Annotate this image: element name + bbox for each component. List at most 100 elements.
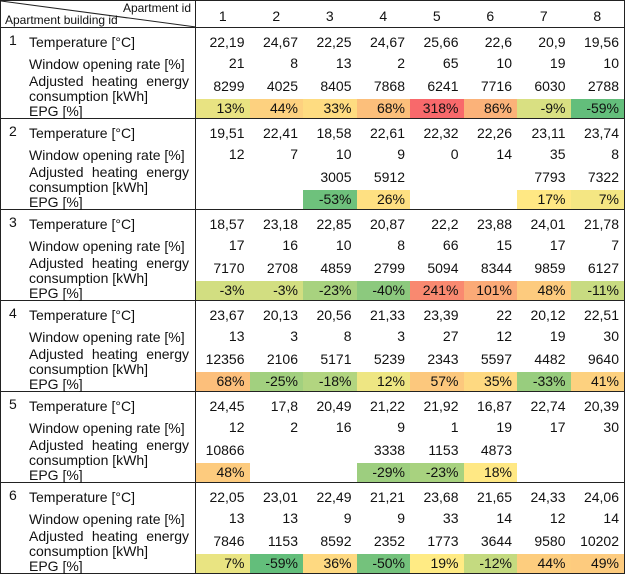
temperature-label: Temperature [°C] <box>29 398 135 414</box>
heating-consumption-cell <box>250 165 304 190</box>
window-opening-rate-cell: 9 <box>397 510 405 526</box>
epg-cell: 101% <box>463 281 517 300</box>
apartment-id-header: 1 <box>218 8 227 24</box>
window-opening-rate-cell: 16 <box>335 419 352 435</box>
epg-cell: 57% <box>410 372 464 391</box>
temperature-cell: 22,41 <box>262 125 298 141</box>
heating-consumption-cell: 2343 <box>427 351 459 367</box>
heating-consumption-cell: 4025 <box>266 78 298 94</box>
heating-consumption-cell: 6127 <box>587 260 619 276</box>
temperature-cell: 20,56 <box>316 307 352 323</box>
window-opening-rate-cell: 13 <box>335 55 352 71</box>
epg-cell: 68% <box>356 99 410 118</box>
epg-cell: -50% <box>356 554 410 573</box>
window-opening-rate-cell: 14 <box>496 510 512 526</box>
window-opening-rate-cell: 13 <box>228 328 245 344</box>
heating-consumption-row: 7170 2708 4859 2799 5094 8344 9859 6127 <box>196 256 624 281</box>
building-label-cell: 5 Temperature [°C] Window opening rate [%]… <box>1 392 196 483</box>
epg-cell: -23% <box>410 463 464 482</box>
building-id: 3 <box>9 214 17 230</box>
temperature-cell: 22,19 <box>209 34 245 50</box>
heating-consumption-cell: 10866 <box>205 442 245 458</box>
epg-cell: 35% <box>463 372 517 391</box>
heating-consumption-cell: 8344 <box>480 260 512 276</box>
window-opening-rate-cell: 10 <box>335 237 352 253</box>
apartment-id-header: 6 <box>486 8 495 24</box>
epg-cell: 13% <box>196 99 250 118</box>
temperature-cell: 20,9 <box>538 34 566 50</box>
epg-cell <box>571 463 625 482</box>
epg-cell: -53% <box>303 190 357 209</box>
window-opening-rate-cell: 9 <box>343 510 352 526</box>
window-opening-rate-row: 17 16 10 8 66 15 17 7 <box>196 235 624 256</box>
temperature-cell: 21,78 <box>583 216 619 232</box>
window-opening-rate-cell: 19 <box>549 55 566 71</box>
heating-label-line2: consumption [kWh] <box>29 543 149 559</box>
temperature-label: Temperature [°C] <box>29 125 135 141</box>
window-opening-rate-cell: 8 <box>343 328 352 344</box>
epg-row: 48% -29% -23% 18% <box>196 463 624 482</box>
heating-consumption-cell: 8405 <box>320 78 352 94</box>
epg-cell <box>303 463 357 482</box>
window-opening-label: Window opening rate [%] <box>29 56 185 72</box>
window-opening-label: Window opening rate [%] <box>29 329 185 345</box>
window-opening-rate-cell: 17 <box>549 419 566 435</box>
epg-cell: 7% <box>196 554 250 573</box>
table-body: 1 Temperature [°C] Window opening rate [%]… <box>1 28 625 574</box>
heating-label-line1: Adjusted heating energy <box>29 437 189 453</box>
window-opening-rate-cell: 13 <box>228 510 245 526</box>
heating-label-line2: consumption [kWh] <box>29 452 149 468</box>
heating-consumption-cell: 6241 <box>427 78 459 94</box>
epg-cell: -23% <box>303 281 357 300</box>
window-opening-rate-cell: 10 <box>335 146 352 162</box>
temperature-cell: 22,2 <box>431 216 459 232</box>
window-opening-label: Window opening rate [%] <box>29 238 185 254</box>
window-opening-rate-cell: 10 <box>496 55 512 71</box>
heating-consumption-cell: 9580 <box>534 533 566 549</box>
window-opening-label: Window opening rate [%] <box>29 147 185 163</box>
window-opening-rate-cell: 2 <box>397 55 405 71</box>
temperature-cell: 22,26 <box>476 125 512 141</box>
window-opening-rate-cell: 19 <box>496 419 512 435</box>
heating-consumption-cell: 3644 <box>480 533 512 549</box>
window-opening-rate-cell: 10 <box>603 55 619 71</box>
table-header: Apartment id Apartment building id 1 2 3 4 5… <box>1 1 624 28</box>
temperature-cell: 24,67 <box>369 34 405 50</box>
window-opening-rate-cell: 12 <box>228 146 245 162</box>
temperature-cell: 21,21 <box>369 489 405 505</box>
building-label-cell: 3 Temperature [°C] Window opening rate [%]… <box>1 210 196 301</box>
epg-cell: -18% <box>303 372 357 391</box>
temperature-cell: 20,49 <box>316 398 352 414</box>
epg-cell: 17% <box>517 190 571 209</box>
temperature-cell: 20,39 <box>583 398 619 414</box>
heating-consumption-cell: 7716 <box>480 78 512 94</box>
heating-label-line2: consumption [kWh] <box>29 179 149 195</box>
temperature-cell: 24,06 <box>583 489 619 505</box>
temperature-cell: 22,61 <box>369 125 405 141</box>
epg-label: EPG [%] <box>29 558 83 574</box>
window-opening-rate-cell: 15 <box>496 237 512 253</box>
heating-label-line2: consumption [kWh] <box>29 270 149 286</box>
epg-label: EPG [%] <box>29 194 83 210</box>
heating-label-line2: consumption [kWh] <box>29 361 149 377</box>
temperature-row: 24,45 17,8 20,49 21,22 21,92 16,87 22,74 20,39 <box>196 392 624 417</box>
building-id: 1 <box>9 32 17 48</box>
temperature-cell: 24,33 <box>530 489 566 505</box>
window-opening-label: Window opening rate [%] <box>29 420 185 436</box>
heating-consumption-cell <box>571 438 625 463</box>
window-opening-rate-cell: 9 <box>397 146 405 162</box>
temperature-cell: 23,68 <box>423 489 459 505</box>
heating-consumption-cell: 2352 <box>373 533 405 549</box>
window-opening-rate-cell: 17 <box>228 237 245 253</box>
building-values: 18,57 23,18 22,85 20,87 22,2 23,88 24,01 21,78 1… <box>196 210 624 300</box>
heating-label-line1: Adjusted heating energy <box>29 346 189 362</box>
apartment-id-headers: 1 2 3 4 5 6 7 8 <box>196 1 624 27</box>
heating-consumption-cell: 9640 <box>587 351 619 367</box>
heating-consumption-cell: 2708 <box>266 260 298 276</box>
epg-cell: -11% <box>570 281 624 300</box>
epg-cell: 48% <box>196 463 250 482</box>
temperature-row: 22,05 23,01 22,49 21,21 23,68 21,65 24,33 24,06 <box>196 483 624 508</box>
building-id: 2 <box>9 123 17 139</box>
heating-consumption-cell: 7793 <box>534 169 566 185</box>
